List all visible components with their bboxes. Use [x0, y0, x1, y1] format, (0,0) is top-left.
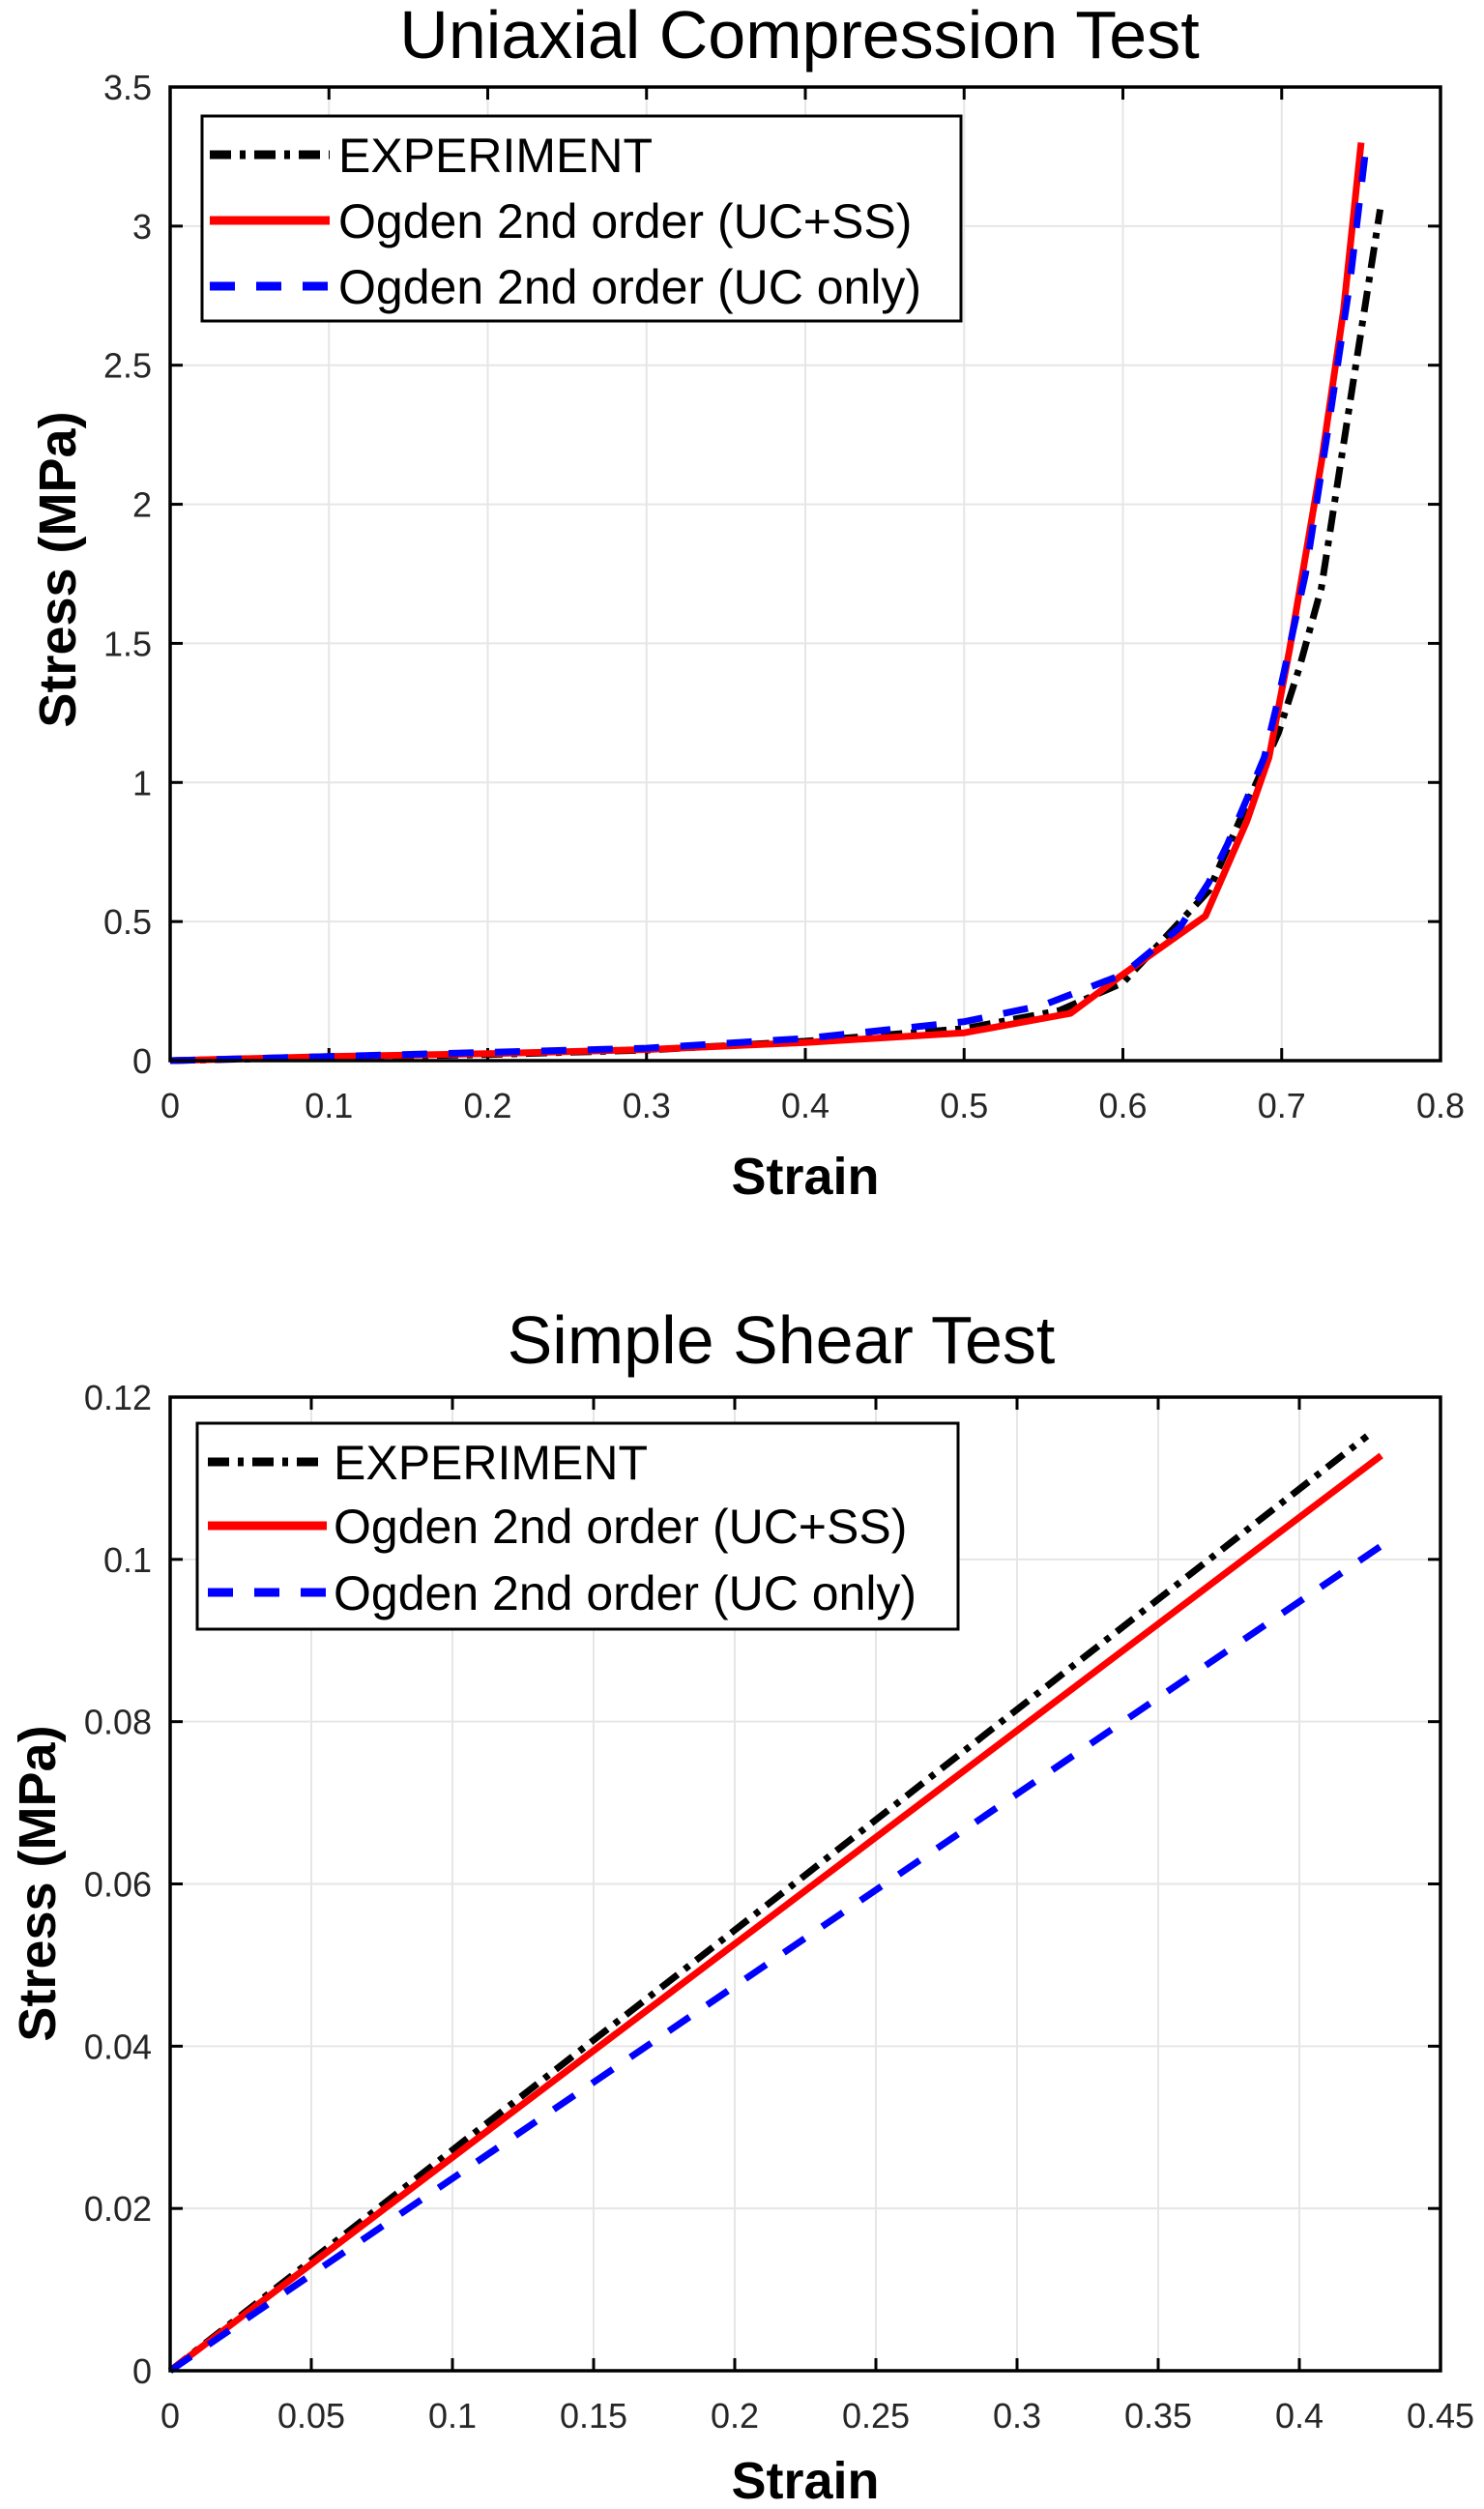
x-tick-label: 0.3	[993, 2396, 1041, 2436]
y-tick-label: 0.04	[84, 2027, 152, 2066]
x-tick-label: 0.45	[1407, 2396, 1474, 2436]
legend: EXPERIMENT Ogden 2nd order (UC+SS) Ogden 2…	[195, 1421, 960, 1631]
legend-label: Ogden 2nd order (UC only)	[334, 1566, 917, 1620]
x-tick-label: 0.7	[1258, 1086, 1306, 1125]
series-line-ogden-2nd-order-uc-only	[168, 1541, 1386, 2374]
series-line-experiment	[167, 1433, 1370, 2374]
x-tick-label: 0.1	[305, 1086, 353, 1125]
legend-label: Ogden 2nd order (UC+SS)	[334, 1500, 907, 1554]
chart-title: Uniaxial Compression Test	[399, 0, 1199, 73]
legend-label: EXPERIMENT	[334, 1436, 648, 1490]
y-tick-label: 2.5	[103, 346, 152, 386]
chart-title: Simple Shear Test	[508, 1302, 1056, 1378]
y-tick-label: 1	[132, 763, 152, 802]
legend-label: Ogden 2nd order (UC only)	[338, 260, 921, 314]
x-tick-label: 0.15	[560, 2396, 627, 2436]
y-tick-label: 0.5	[103, 902, 152, 942]
x-tick-label: 0.2	[463, 1086, 511, 1125]
simple-shear-chart: 0 0.05 0.1 0.15 0.2 0.25 0.3 0.35 0.4 0.45 0 0.02 0.…	[9, 1302, 1474, 2509]
legend-label: Ogden 2nd order (UC+SS)	[338, 194, 912, 248]
series-line-ogden-2nd-order-uc-only	[169, 147, 1370, 1065]
y-tick-label: 0	[132, 1041, 152, 1081]
y-tick-label: 0.02	[84, 2189, 152, 2229]
x-tick-label: 0.05	[277, 2396, 345, 2436]
legend: EXPERIMENT Ogden 2nd order (UC+SS) Ogden 2…	[200, 114, 963, 323]
legend-item-ogden-2nd-order-uc-only: Ogden 2nd order (UC only)	[210, 260, 921, 314]
x-tick-label: 0.1	[428, 2396, 477, 2436]
uniaxial-compression-chart: 0 0.1 0.2 0.3 0.4 0.5 0.6 0.7 0.8 0 0.5 1 1.5 2 2.5 3 3.…	[29, 0, 1465, 1206]
y-tick-label: 0.1	[103, 1540, 152, 1580]
y-tick-label: 3.5	[103, 68, 152, 107]
axes-box	[168, 1395, 1442, 2373]
legend-item-ogden-2nd-order-uc-ss: Ogden 2nd order (UC+SS)	[210, 194, 912, 248]
x-axis-title: Strain	[731, 2452, 879, 2509]
y-tick-label: 0.08	[84, 1703, 152, 1742]
x-tick-label: 0.8	[1416, 1086, 1465, 1125]
legend-item-ogden-2nd-order-uc-only: Ogden 2nd order (UC only)	[208, 1566, 917, 1620]
y-axis-title: Stress (MPa)	[29, 411, 87, 727]
y-axis-title: Stress (MPa)	[9, 1725, 67, 2041]
x-tick-label: 0.3	[623, 1086, 671, 1125]
legend-label: EXPERIMENT	[338, 129, 653, 183]
x-tick-label: 0	[160, 1086, 180, 1125]
x-axis-title: Strain	[731, 1148, 879, 1206]
y-tick-label: 0	[132, 2351, 152, 2391]
axes-box	[168, 85, 1442, 1063]
legend-item-experiment: EXPERIMENT	[210, 129, 653, 183]
x-tick-label: 0.2	[711, 2396, 759, 2436]
x-tick-label: 0.35	[1124, 2396, 1192, 2436]
y-tick-label: 0.06	[84, 1865, 152, 1905]
y-tick-label: 1.5	[103, 624, 152, 663]
y-tick-label: 3	[132, 207, 152, 247]
x-tick-label: 0.4	[1275, 2396, 1324, 2436]
legend-item-ogden-2nd-order-uc-ss: Ogden 2nd order (UC+SS)	[208, 1500, 907, 1554]
x-tick-label: 0.4	[781, 1086, 829, 1125]
y-tick-label: 2	[132, 485, 152, 525]
x-tick-label: 0	[160, 2396, 180, 2436]
x-tick-label: 0.5	[940, 1086, 988, 1125]
y-tick-label: 0.12	[84, 1378, 152, 1417]
x-tick-label: 0.25	[842, 2396, 910, 2436]
x-tick-label: 0.6	[1098, 1086, 1147, 1125]
series-line-ogden-2nd-order-uc-ss	[167, 1452, 1383, 2374]
legend-item-experiment: EXPERIMENT	[208, 1436, 648, 1490]
